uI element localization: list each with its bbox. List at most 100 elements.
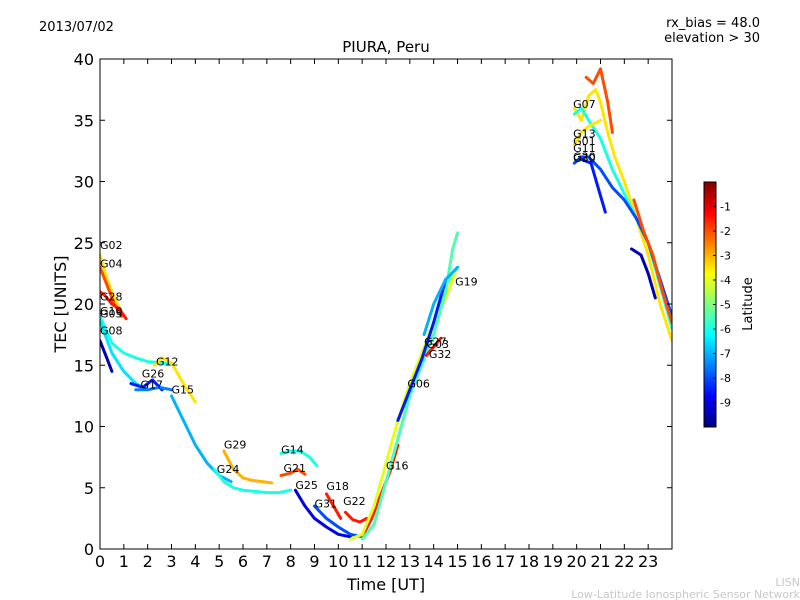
y-tick-label: 0	[84, 540, 94, 559]
series-line-G26	[129, 378, 164, 392]
series-line-G18	[324, 492, 343, 520]
series-line-G10b	[632, 198, 672, 324]
satellite-label: G30	[573, 152, 596, 165]
x-tick-label: 15	[447, 552, 467, 571]
x-tick-label: 6	[238, 552, 248, 571]
footer-lisn: LISN	[775, 576, 800, 589]
y-tick-label: 10	[74, 418, 94, 437]
series-line-G07	[584, 67, 614, 134]
colorbar-tick-label: -1	[720, 201, 731, 214]
satellite-label: G10	[100, 305, 123, 318]
satellite-label: G17	[141, 379, 164, 392]
satellite-label: G11	[573, 142, 596, 155]
series-line-G21	[279, 467, 307, 477]
satellite-label: G05	[100, 308, 123, 321]
series-layer	[100, 67, 672, 541]
x-tick-label: 8	[286, 552, 296, 571]
x-tick-label: 21	[590, 552, 610, 571]
x-tick-label: 18	[519, 552, 539, 571]
satellite-label: G29	[224, 439, 247, 452]
colorbar-label: Latitude	[741, 277, 756, 331]
footer-network: Low-Latitude Ionospheric Sensor Network	[571, 588, 800, 600]
satellite-label: G31	[315, 497, 338, 510]
elevation-label: elevation > 30	[664, 31, 760, 46]
x-tick-label: 1	[119, 552, 129, 571]
x-tick-label: 13	[400, 552, 420, 571]
series-line-G09	[630, 247, 657, 300]
satellite-label: G14	[281, 443, 304, 456]
x-tick-label: 2	[143, 552, 153, 571]
x-tick-label: 3	[166, 552, 176, 571]
x-tick-label: 9	[309, 552, 319, 571]
x-tick-label: 11	[352, 552, 372, 571]
colorbar-tick-label: -4	[720, 274, 731, 287]
x-tick-label: 5	[214, 552, 224, 571]
satellite-label: G19	[455, 276, 478, 289]
satellite-label: G13	[573, 127, 596, 140]
series-line-G12	[153, 356, 197, 404]
y-tick-label: 20	[74, 295, 94, 314]
satellite-label: G21	[284, 462, 307, 475]
y-axis-ticks: 0 5 10 15 20 25 30 35 40	[74, 50, 672, 559]
series-line-G30	[579, 157, 607, 214]
series-line-G24	[212, 467, 293, 495]
colorbar-ticks: -1 -2 -3 -4 -5 -6 -7 -8 -9	[713, 201, 731, 410]
satellite-label: G20	[573, 151, 596, 164]
series-line-G13	[572, 88, 672, 343]
colorbar-tick-label: -7	[720, 348, 731, 361]
series-line-G08	[100, 339, 114, 373]
y-tick-label: 15	[74, 356, 94, 375]
x-tick-label: 4	[190, 552, 200, 571]
x-tick-label: 10	[328, 552, 348, 571]
x-tick-label: 12	[376, 552, 396, 571]
satellite-label: G06	[407, 377, 430, 390]
satellite-label: G24	[217, 463, 240, 476]
satellite-label: G01	[573, 135, 596, 148]
x-tick-label: 7	[262, 552, 272, 571]
satellite-label: G02	[100, 239, 123, 252]
series-line-G32	[425, 336, 443, 357]
x-tick-label: 0	[95, 552, 105, 571]
series-line-G28	[100, 290, 128, 321]
colorbar-tick-label: -9	[720, 397, 731, 410]
rx-bias-label: rx_bias = 48.0	[666, 16, 760, 31]
y-tick-label: 35	[74, 111, 94, 130]
satellite-label: G07	[573, 98, 596, 111]
satellite-label: G15	[172, 383, 195, 396]
colorbar-tick-label: -6	[720, 323, 731, 336]
series-line-G25	[293, 488, 352, 539]
satellite-label: G18	[326, 480, 349, 493]
y-tick-label: 40	[74, 50, 94, 69]
colorbar-tick-label: -3	[720, 250, 731, 263]
date-label: 2013/07/02	[39, 20, 114, 35]
x-tick-label: 16	[471, 552, 491, 571]
series-line-G05	[100, 314, 173, 366]
satellite-label: G16	[386, 459, 409, 472]
y-tick-label: 5	[84, 479, 94, 498]
satellite-label: G08	[100, 325, 123, 338]
series-line-G19	[422, 265, 459, 337]
series-line-G31	[313, 504, 364, 539]
series-line-G22	[344, 510, 369, 524]
x-tick-label: 19	[543, 552, 563, 571]
satellite-label: G03	[427, 338, 450, 351]
satellite-label: G32	[429, 348, 452, 361]
x-tick-label: 17	[495, 552, 515, 571]
x-tick-label: 14	[423, 552, 443, 571]
series-line-G14	[279, 449, 319, 468]
series-line-G11	[572, 118, 602, 147]
x-tick-label: 23	[638, 552, 658, 571]
x-axis-label: Time [UT]	[346, 575, 425, 594]
series-line-G06	[396, 278, 448, 422]
colorbar-tick-label: -5	[720, 299, 731, 312]
x-tick-label: 22	[614, 552, 634, 571]
x-tick-label: 20	[566, 552, 586, 571]
series-line-G03	[396, 231, 459, 441]
series-line-G29	[222, 449, 274, 485]
colorbar-tick-label: -2	[720, 225, 731, 238]
satellite-label: G28	[100, 290, 123, 303]
y-tick-label: 25	[74, 234, 94, 253]
y-axis-label: TEC [UNITS]	[51, 256, 70, 354]
